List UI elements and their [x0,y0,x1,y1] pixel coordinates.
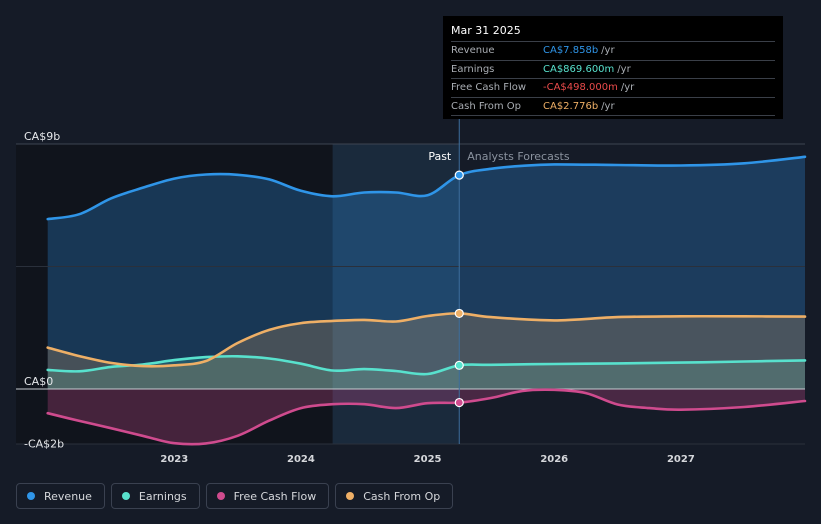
legend-dot [121,492,130,500]
legend-item-revenue[interactable]: Revenue [16,483,105,509]
legend-item-cash-from-op[interactable]: Cash From Op [335,483,454,509]
legend-item-free-cash-flow[interactable]: Free Cash Flow [205,483,330,509]
chart-background [16,144,460,444]
tooltip-value: CA$869.600m [543,63,615,75]
tooltip-row-earnings: Earnings CA$869.600m /yr [451,61,775,79]
tooltip-unit: /yr [620,82,635,93]
legend-dot [27,492,35,500]
past-label: Past [428,150,452,163]
tooltip-unit: /yr [601,45,615,56]
x-tick-label: 2023 [160,454,188,465]
line-revenue [46,155,807,221]
tooltip-row-revenue: Revenue CA$7.858b /yr [451,42,775,61]
y-tick-label: -CA$2b [24,437,64,450]
legend-dot [346,492,355,500]
tooltip-date: Mar 31 2025 [451,23,775,42]
point-revenue [454,170,464,180]
axis-labels: CA$9b CA$0 -CA$2b 2023 2024 2025 2026 2027 Past A… [24,130,695,465]
legend-dot [216,492,225,500]
line-free-cash-flow [46,388,807,446]
tooltip-unit: /yr [617,63,631,75]
tooltip-unit: /yr [601,100,615,112]
legend-item-earnings[interactable]: Earnings [110,483,200,509]
tooltip-value: CA$7.858b [543,45,599,56]
tooltip-label: Earnings [451,63,495,75]
x-tick-label: 2026 [540,454,568,465]
series-areas [47,156,805,445]
area-revenue [47,156,805,389]
legend-label: Cash From Op [363,489,441,503]
legend-label: Earnings [138,489,187,503]
x-tick-label: 2024 [287,454,315,465]
x-tick-label: 2025 [414,454,442,465]
legend-label: Free Cash Flow [233,489,317,503]
forecast-label: Analysts Forecasts [467,150,570,163]
line-earnings [46,354,807,376]
point-free-cash-flow [454,397,464,408]
tooltip-label: Revenue [451,45,495,56]
point-earnings [454,360,464,370]
series-lines [46,155,807,446]
legend: Revenue Earnings Free Cash Flow Cash Fro… [16,483,454,511]
legend-label: Revenue [44,489,92,503]
point-cash-from-op [454,308,464,319]
tooltip: Mar 31 2025 Revenue CA$7.858b /yr Earnin… [443,16,783,119]
tooltip-value: CA$2.776b [543,100,599,112]
tooltip-value: -CA$498.000m [543,82,618,93]
gridlines [16,20,805,445]
y-tick-label: CA$9b [24,130,60,143]
y-tick-label: CA$0 [24,375,53,388]
tooltip-row-free-cash-flow: Free Cash Flow -CA$498.000m /yr [451,79,775,98]
line-cash-from-op [46,312,807,368]
tooltip-label: Cash From Op [451,100,522,112]
area-cash-from-op [47,313,805,389]
x-tick-label: 2027 [667,454,695,465]
tooltip-label: Free Cash Flow [451,82,527,93]
highlight-points [454,170,464,408]
tooltip-row-cash-from-op: Cash From Op CA$2.776b /yr [451,98,775,116]
